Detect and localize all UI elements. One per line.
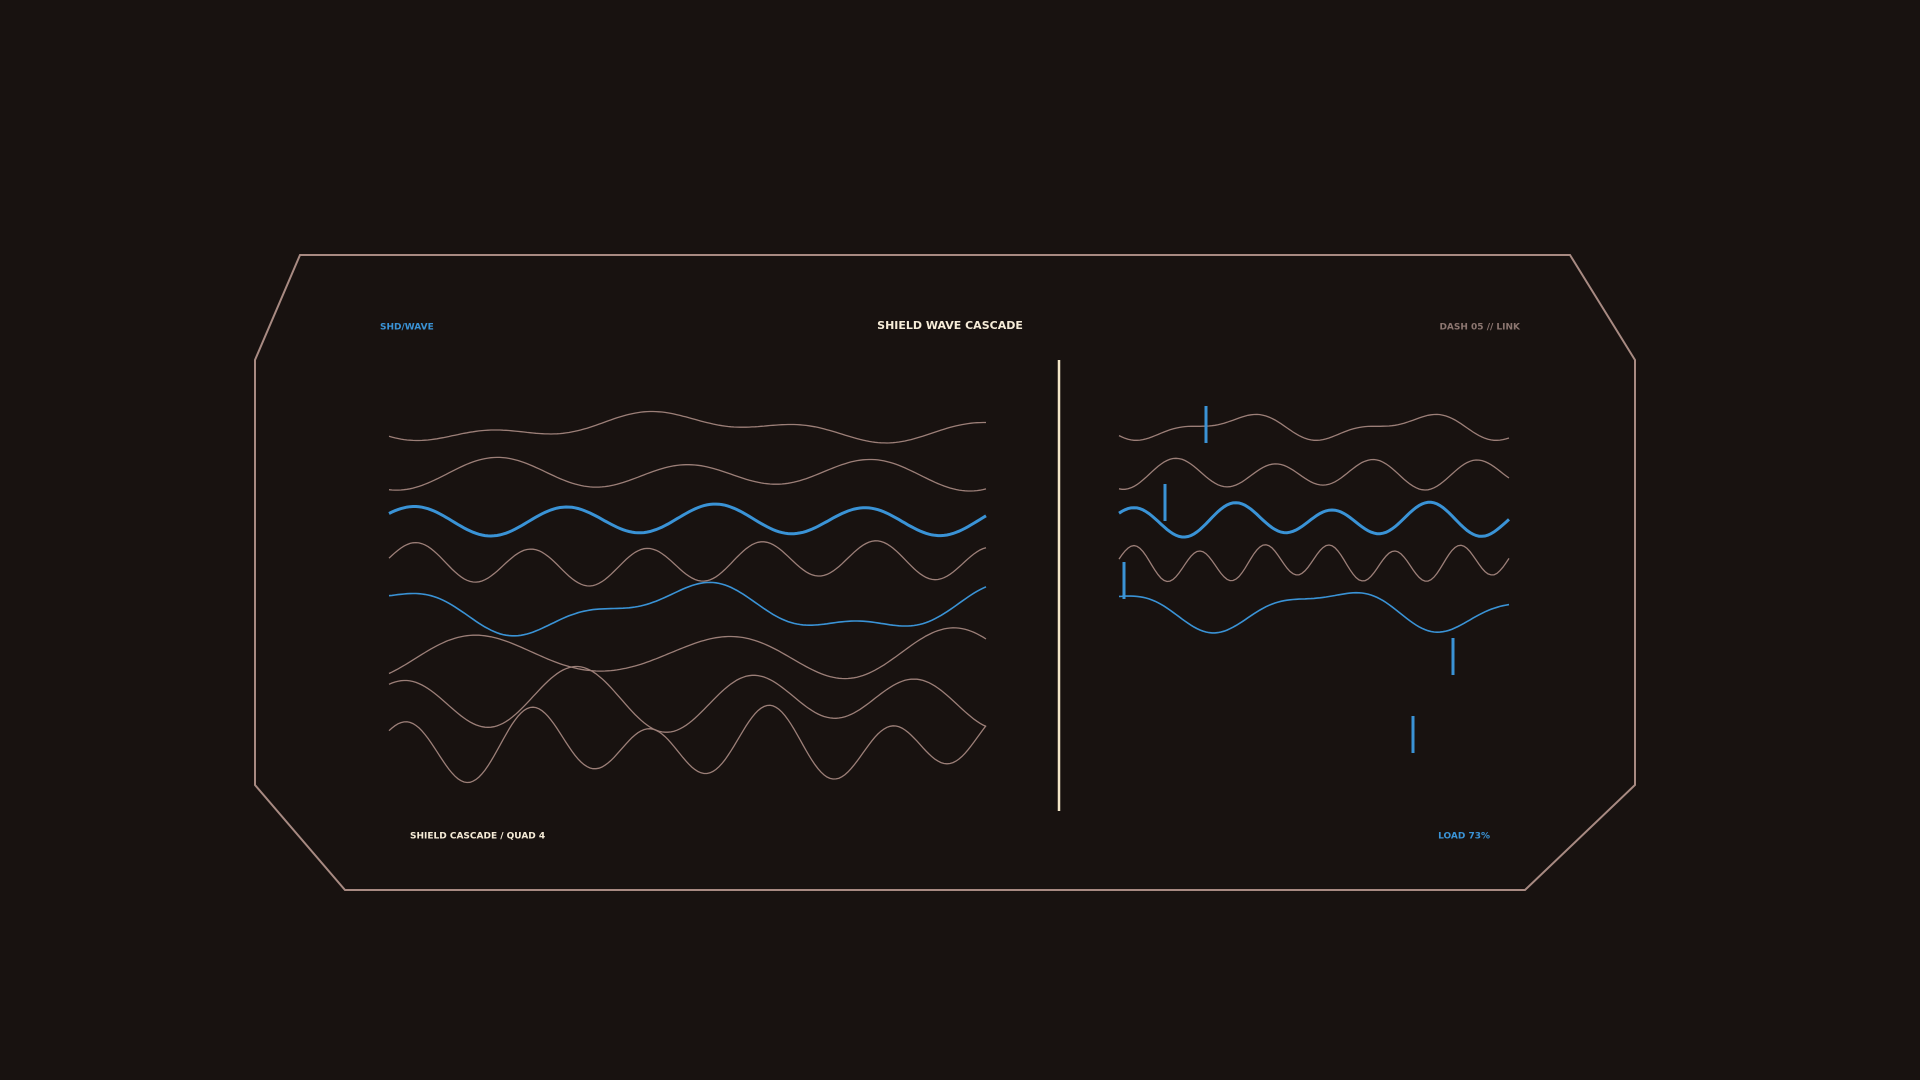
wave <box>388 540 987 587</box>
markers <box>1122 406 1455 753</box>
waves <box>388 410 1511 784</box>
wave <box>388 410 986 444</box>
wave <box>1118 457 1510 491</box>
wave <box>1118 544 1510 583</box>
wave <box>388 502 987 538</box>
frame <box>254 254 1636 891</box>
wave <box>388 704 987 784</box>
wave <box>388 456 987 492</box>
wave <box>1118 413 1510 441</box>
wave <box>1118 500 1511 539</box>
wave <box>388 581 987 637</box>
title: SHIELD WAVE CASCADE <box>877 319 1023 332</box>
status: LOAD 73% <box>1438 832 1490 842</box>
wave <box>388 665 987 733</box>
wave <box>388 627 987 680</box>
tag: SHD/WAVE <box>380 323 434 333</box>
wave <box>1118 591 1510 634</box>
caption: SHIELD CASCADE / QUAD 4 <box>410 832 545 842</box>
link-label: DASH 05 // LINK <box>1439 323 1521 333</box>
